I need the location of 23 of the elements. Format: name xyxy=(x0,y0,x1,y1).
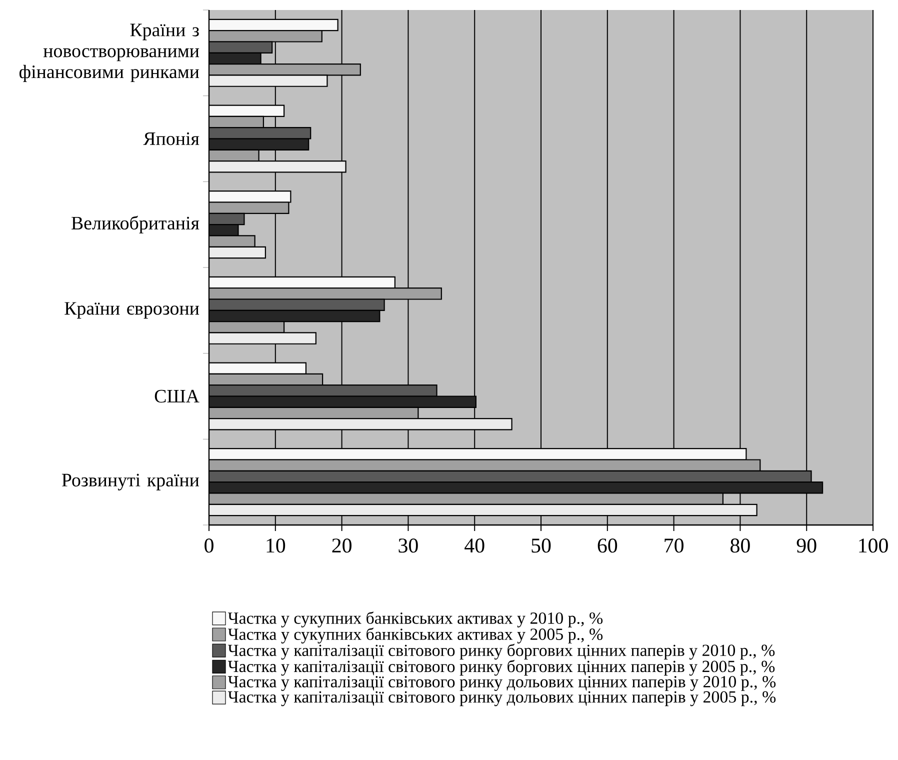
y-tick-label: Великобританія xyxy=(72,216,200,234)
legend-label: Частка у сукупних банківських активах у 2010 р., % xyxy=(228,612,603,628)
x-tick-label: 30 xyxy=(398,538,418,553)
y-tick-label: Країни з новостворюваними фінансовими ринками xyxy=(19,24,200,82)
x-tick-label: 90 xyxy=(796,538,816,553)
x-tick-label: 0 xyxy=(204,538,214,553)
legend-label: Частка у капіталізації світового ринку дольових цінних паперів у 2005 р., % xyxy=(228,691,776,706)
legend-label: Частка у сукупних банківських активах у 2005 р., % xyxy=(228,628,603,644)
y-tick-label: Японія xyxy=(143,132,200,146)
legend-label: Частка у капіталізації світового ринку дольових цінних паперів у 2010 р., % xyxy=(228,676,776,691)
legend-label: Частка у капіталізації світового ринку боргових цінних паперів у 2005 р., % xyxy=(228,660,775,676)
x-tick-label: 50 xyxy=(532,538,551,553)
x-tick-label: 80 xyxy=(730,538,750,553)
y-tick-label: Розвинуті країни xyxy=(62,474,200,490)
legend-label: Частка у капіталізації світового ринку боргових цінних паперів у 2010 р., % xyxy=(228,644,775,660)
x-tick-label: 40 xyxy=(464,538,484,553)
x-tick-label: 10 xyxy=(266,538,286,553)
y-tick-label: США xyxy=(154,390,200,403)
x-tick-label: 60 xyxy=(598,538,618,553)
y-tick-label: Країни єврозони xyxy=(64,302,200,319)
x-tick-label: 20 xyxy=(332,538,352,553)
x-tick-label: 70 xyxy=(664,538,684,553)
x-tick-label: 100 xyxy=(859,538,888,553)
